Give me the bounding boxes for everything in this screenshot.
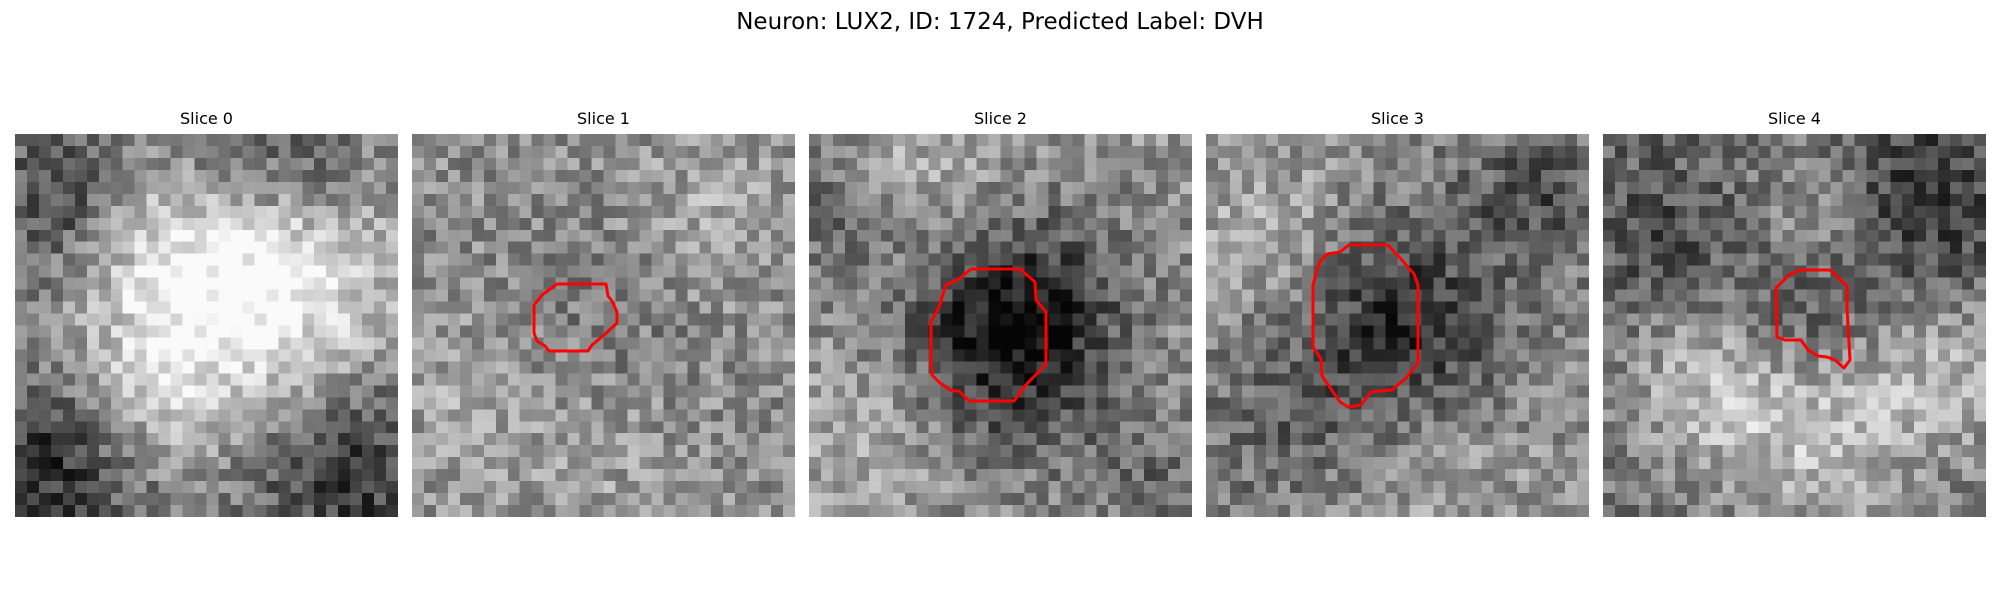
slice-pixels xyxy=(412,134,795,517)
slice-title: Slice 1 xyxy=(577,109,630,128)
slice-title: Slice 4 xyxy=(1768,109,1821,128)
slice-panel-3: Slice 3 xyxy=(1206,108,1589,517)
slice-panel-1: Slice 1 xyxy=(412,108,795,517)
slice-panel-2: Slice 2 xyxy=(809,108,1192,517)
roi-contour xyxy=(15,134,398,517)
slice-image xyxy=(15,134,398,517)
slice-pixels xyxy=(1603,134,1986,517)
slice-title: Slice 0 xyxy=(180,109,233,128)
slice-pixels xyxy=(809,134,1192,517)
slice-title: Slice 3 xyxy=(1371,109,1424,128)
slice-image xyxy=(809,134,1192,517)
roi-contour-outline xyxy=(1774,268,1852,370)
slice-pixels xyxy=(1206,134,1589,517)
roi-contour-outline xyxy=(532,282,619,353)
slice-pixels xyxy=(15,134,398,517)
roi-contour xyxy=(929,267,1048,403)
figure-title: Neuron: LUX2, ID: 1724, Predicted Label:… xyxy=(736,9,1264,35)
slice-panel-4: Slice 4 xyxy=(1603,108,1986,517)
slice-image xyxy=(412,134,795,517)
roi-contour xyxy=(532,282,619,353)
roi-contour-outline xyxy=(1311,243,1420,409)
slice-image xyxy=(1206,134,1589,517)
roi-contour xyxy=(1311,243,1420,409)
roi-contour-outline xyxy=(929,267,1048,403)
slice-panel-0: Slice 0 xyxy=(15,108,398,517)
slice-image xyxy=(1603,134,1986,517)
roi-contour xyxy=(1774,268,1852,370)
slice-title: Slice 2 xyxy=(974,109,1027,128)
